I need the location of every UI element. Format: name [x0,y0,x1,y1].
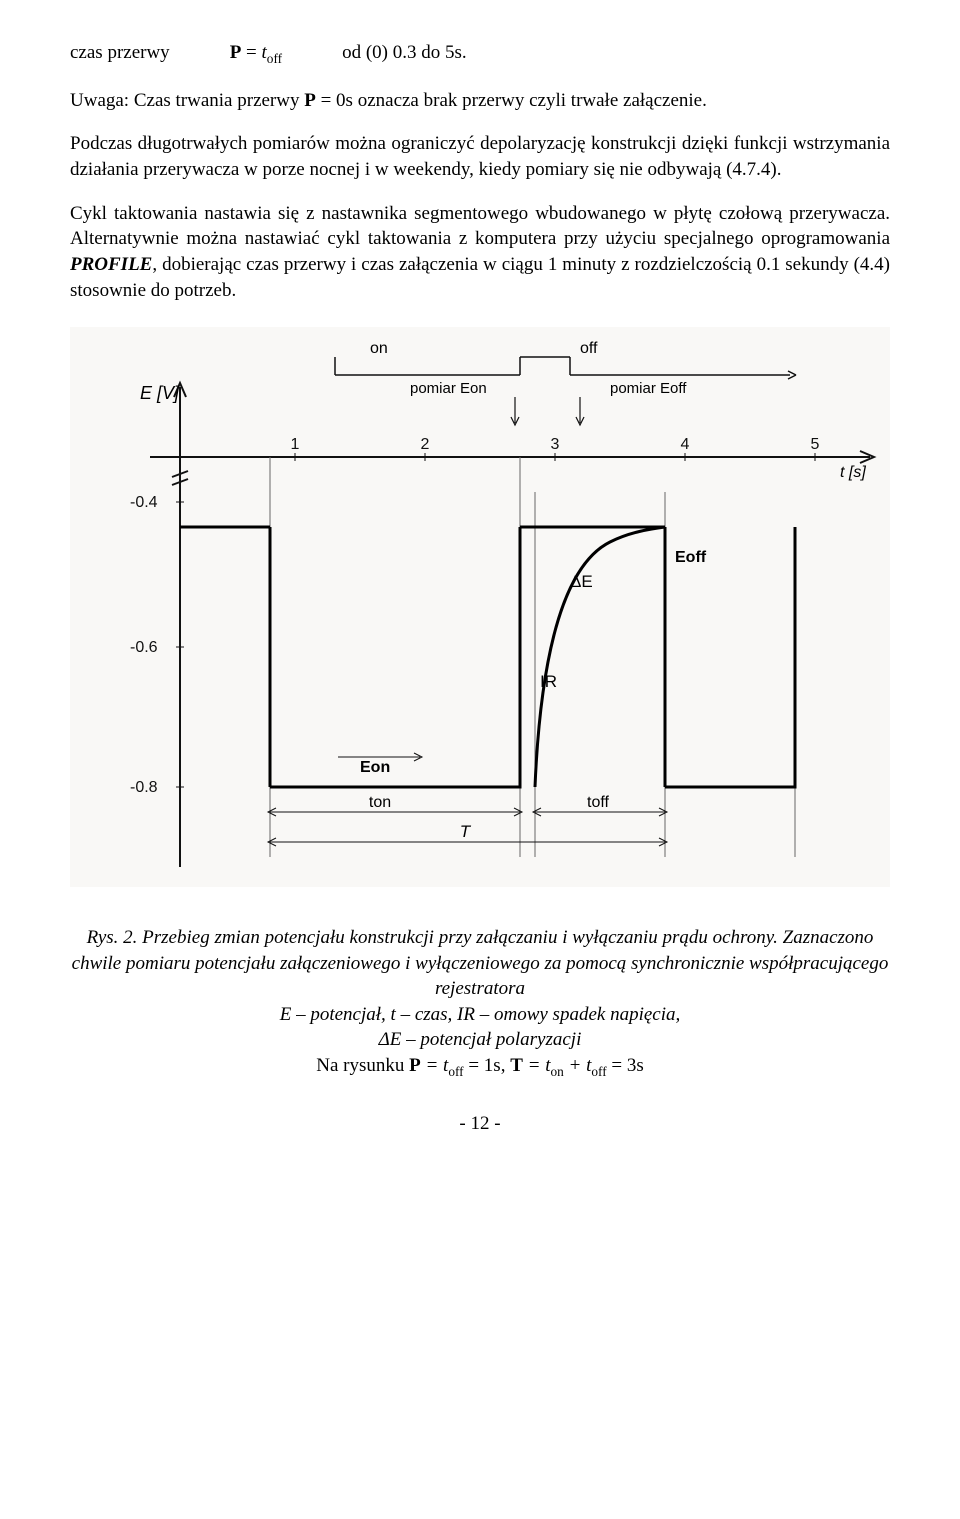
cap-p: P [409,1055,421,1076]
cap-b: = 1s, [464,1055,511,1076]
p3-profile: PROFILE [70,254,152,275]
xtick-1: 1 [291,436,300,453]
para-2: Podczas długotrwałych pomiarów można ogr… [70,131,890,182]
symbol-p: P [230,42,242,63]
lbl-pomiar-eon: pomiar Eon [410,380,487,397]
lbl-pomiar-eoff: pomiar Eoff [610,380,687,397]
def-right: od (0) 0.3 do 5s. [342,40,467,68]
cap-l1: Rys. 2. Przebieg zmian potencjału konstr… [72,927,889,999]
lbl-de: ΔE [570,572,593,591]
xtick-3: 3 [551,436,560,453]
para-3: Cykl taktowania nastawia się z nastawnik… [70,201,890,304]
page-number: - 12 - [70,1111,890,1137]
lbl-t-period: T [460,822,472,841]
cap-l2: E – potencjał, t – czas, IR – omowy spad… [280,1004,681,1025]
cap-e: = 3s [607,1055,644,1076]
cap-off: off [448,1064,463,1079]
uwaga-a: Uwaga: Czas trwania przerwy [70,90,304,111]
uwaga-c: = 0s oznacza brak przerwy czyli trwałe z… [316,90,707,111]
ytick-08: -0.8 [130,779,158,796]
xtick-5: 5 [811,436,820,453]
xtick-2: 2 [421,436,430,453]
lbl-toff: toff [587,794,610,811]
lbl-eoff: Eoff [675,549,707,566]
yaxis-label: E [V] [140,383,180,403]
figure-caption: Rys. 2. Przebieg zmian potencjału konstr… [70,925,890,1081]
lbl-off: off [580,340,598,357]
cap-l4-pre: Na rysunku [316,1055,409,1076]
definition-row: czas przerwy P = toff od (0) 0.3 do 5s. [70,40,890,68]
ytick-06: -0.6 [130,639,158,656]
diagram-figure: E [V] t [s] 1 2 3 4 5 -0.4 -0.6 -0.8 [70,327,890,895]
para-uwaga: Uwaga: Czas trwania przerwy P = 0s oznac… [70,88,890,114]
cap-c: = t [523,1055,551,1076]
lbl-ir: IR [540,672,557,691]
lbl-on: on [370,340,388,357]
eq: = [241,42,261,63]
def-mid: P = toff [230,40,282,68]
p3a: Cykl taktowania nastawia się z nastawnik… [70,203,890,250]
ytick-04: -0.4 [130,494,158,511]
cap-on: on [551,1064,564,1079]
lbl-ton: ton [369,794,391,811]
cap-a: = t [421,1055,449,1076]
lbl-eon: Eon [360,759,390,776]
xtick-4: 4 [681,436,690,453]
def-left: czas przerwy [70,40,170,68]
cap-l3: ΔE – potencjał polaryzacji [379,1029,582,1050]
cap-d: + t [564,1055,592,1076]
sub-off: off [267,51,282,66]
p3c: , dobierając czas przerwy i czas załącze… [70,254,890,301]
cap-off2: off [591,1064,606,1079]
diagram-svg: E [V] t [s] 1 2 3 4 5 -0.4 -0.6 -0.8 [70,327,890,887]
uwaga-p: P [304,90,316,111]
cap-t: T [510,1055,523,1076]
xaxis-label: t [s] [840,464,866,481]
